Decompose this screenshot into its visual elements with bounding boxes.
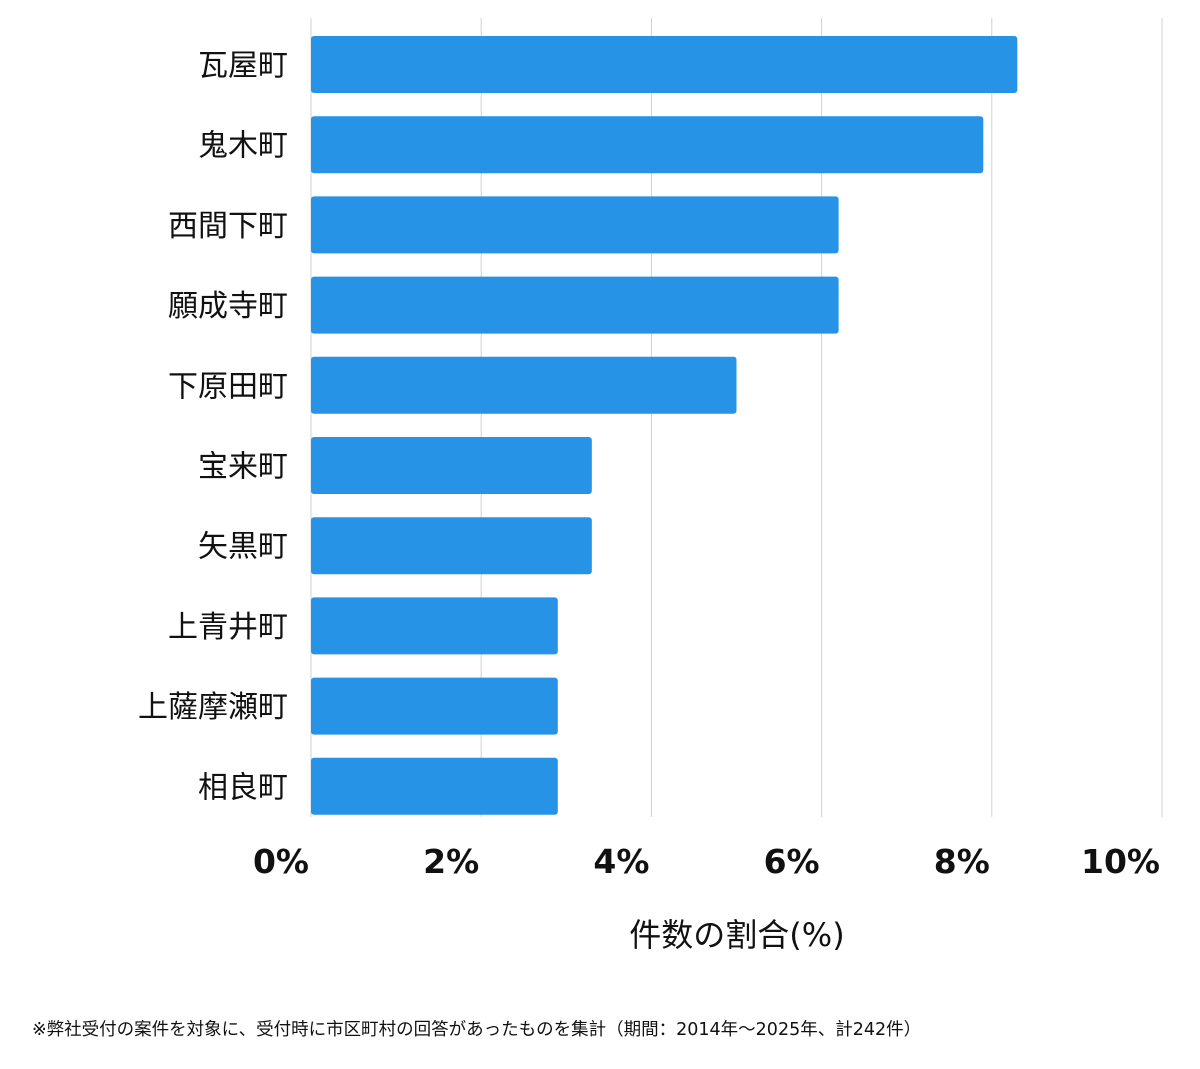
x-tick-labels: 0% 2% 4% 6% 8% 10% — [253, 842, 1160, 881]
bar — [311, 356, 737, 414]
category-label: 上青井町 — [168, 610, 288, 645]
category-label: 相良町 — [198, 770, 288, 805]
x-tick-label: 4% — [593, 842, 649, 881]
bar — [311, 276, 839, 334]
bar — [311, 437, 592, 494]
bar — [311, 597, 558, 655]
footnote: ※弊社受付の案件を対象に、受付時に市区町村の回答があったものを集計（期間：201… — [32, 1020, 922, 1040]
bar — [311, 36, 1018, 93]
x-tick-label: 2% — [423, 842, 479, 881]
x-tick-label: 6% — [764, 842, 820, 881]
bar — [311, 116, 984, 174]
category-label: 上薩摩瀬町 — [138, 690, 288, 725]
category-label: 鬼木町 — [198, 129, 288, 164]
category-label: 下原田町 — [168, 369, 288, 404]
bar — [311, 517, 592, 575]
category-label: 宝来町 — [198, 450, 288, 485]
bar — [311, 757, 558, 815]
category-label: 願成寺町 — [168, 289, 288, 324]
bar — [311, 677, 558, 735]
category-label: 瓦屋町 — [198, 49, 288, 84]
x-tick-label: 8% — [934, 842, 990, 881]
x-axis-title: 件数の割合(%) — [629, 916, 844, 954]
x-tick-label: 0% — [253, 842, 309, 881]
bar — [311, 196, 839, 254]
x-tick-label: 10% — [1081, 842, 1160, 881]
category-label: 矢黒町 — [198, 530, 288, 565]
category-label: 西間下町 — [168, 209, 288, 244]
bars — [311, 36, 1018, 815]
